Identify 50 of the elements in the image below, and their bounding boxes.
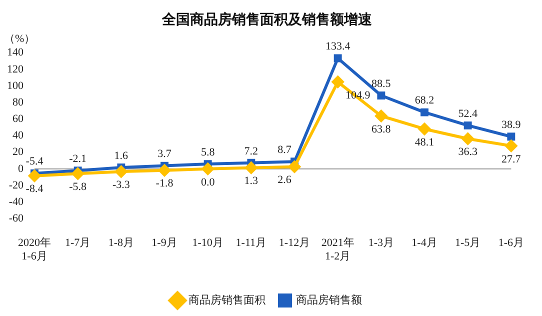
- data-label: -5.8: [69, 181, 88, 194]
- y-tick-label: -40: [8, 196, 24, 208]
- data-label: 1.6: [114, 150, 129, 162]
- data-label: 36.3: [458, 146, 478, 158]
- x-tick-label: 1-3月: [368, 237, 394, 250]
- data-label: 27.7: [502, 153, 522, 166]
- data-label: 0.0: [200, 176, 216, 188]
- chart-title: 全国商品房销售面积及销售额增速: [161, 11, 373, 28]
- x-tick-label: 1-4月: [412, 237, 438, 250]
- data-label: 38.9: [502, 119, 522, 132]
- data-label: 133.4: [325, 40, 351, 53]
- y-axis-title: （%）: [4, 33, 36, 46]
- x-tick-label: 1-6月: [498, 237, 524, 250]
- data-label: -1.8: [156, 178, 174, 190]
- data-label: 2.6: [278, 174, 292, 186]
- y-tick-label: 120: [7, 63, 24, 76]
- x-tick-label: 1-10月: [192, 237, 224, 250]
- data-label: 5.8: [200, 146, 216, 158]
- data-label: 63.8: [372, 123, 392, 136]
- data-label: -2.1: [69, 152, 87, 165]
- x-tick-label: 1-9月: [152, 237, 178, 250]
- y-tick-label: 40: [12, 130, 24, 142]
- data-label: -3.3: [112, 178, 130, 191]
- data-label: -8.4: [26, 183, 44, 196]
- legend-label: 商品房销售额: [296, 293, 362, 306]
- x-tick-label: 1-5月: [455, 237, 481, 250]
- y-tick-label: 0: [18, 162, 24, 175]
- y-tick-label: 100: [7, 80, 24, 92]
- data-label: 3.7: [158, 148, 172, 160]
- y-tick-label: -20: [8, 179, 24, 192]
- y-tick-label: -60: [8, 212, 24, 224]
- data-label: 8.7: [278, 144, 292, 156]
- y-tick-label: 80: [12, 96, 24, 108]
- x-tick-label: 1-11月: [236, 237, 267, 250]
- data-label: 68.2: [414, 94, 434, 107]
- x-tick-label: 2021年 1-2月: [321, 237, 354, 262]
- x-tick-label: 2020年 1-6月: [18, 237, 51, 262]
- data-label: 7.2: [244, 145, 258, 158]
- data-label: -5.4: [26, 156, 44, 168]
- data-label: 52.4: [458, 108, 478, 120]
- data-label: 1.3: [244, 175, 259, 188]
- data-label: 88.5: [372, 78, 392, 90]
- y-tick-label: 60: [12, 113, 24, 126]
- legend-label: 商品房销售面积: [188, 293, 266, 306]
- y-tick-label: 20: [12, 146, 24, 158]
- x-tick-label: 1-7月: [65, 237, 91, 250]
- data-label: 48.1: [414, 136, 434, 148]
- x-tick-label: 1-8月: [108, 237, 134, 250]
- x-tick-label: 1-12月: [278, 237, 310, 250]
- y-tick-label: 140: [7, 46, 24, 59]
